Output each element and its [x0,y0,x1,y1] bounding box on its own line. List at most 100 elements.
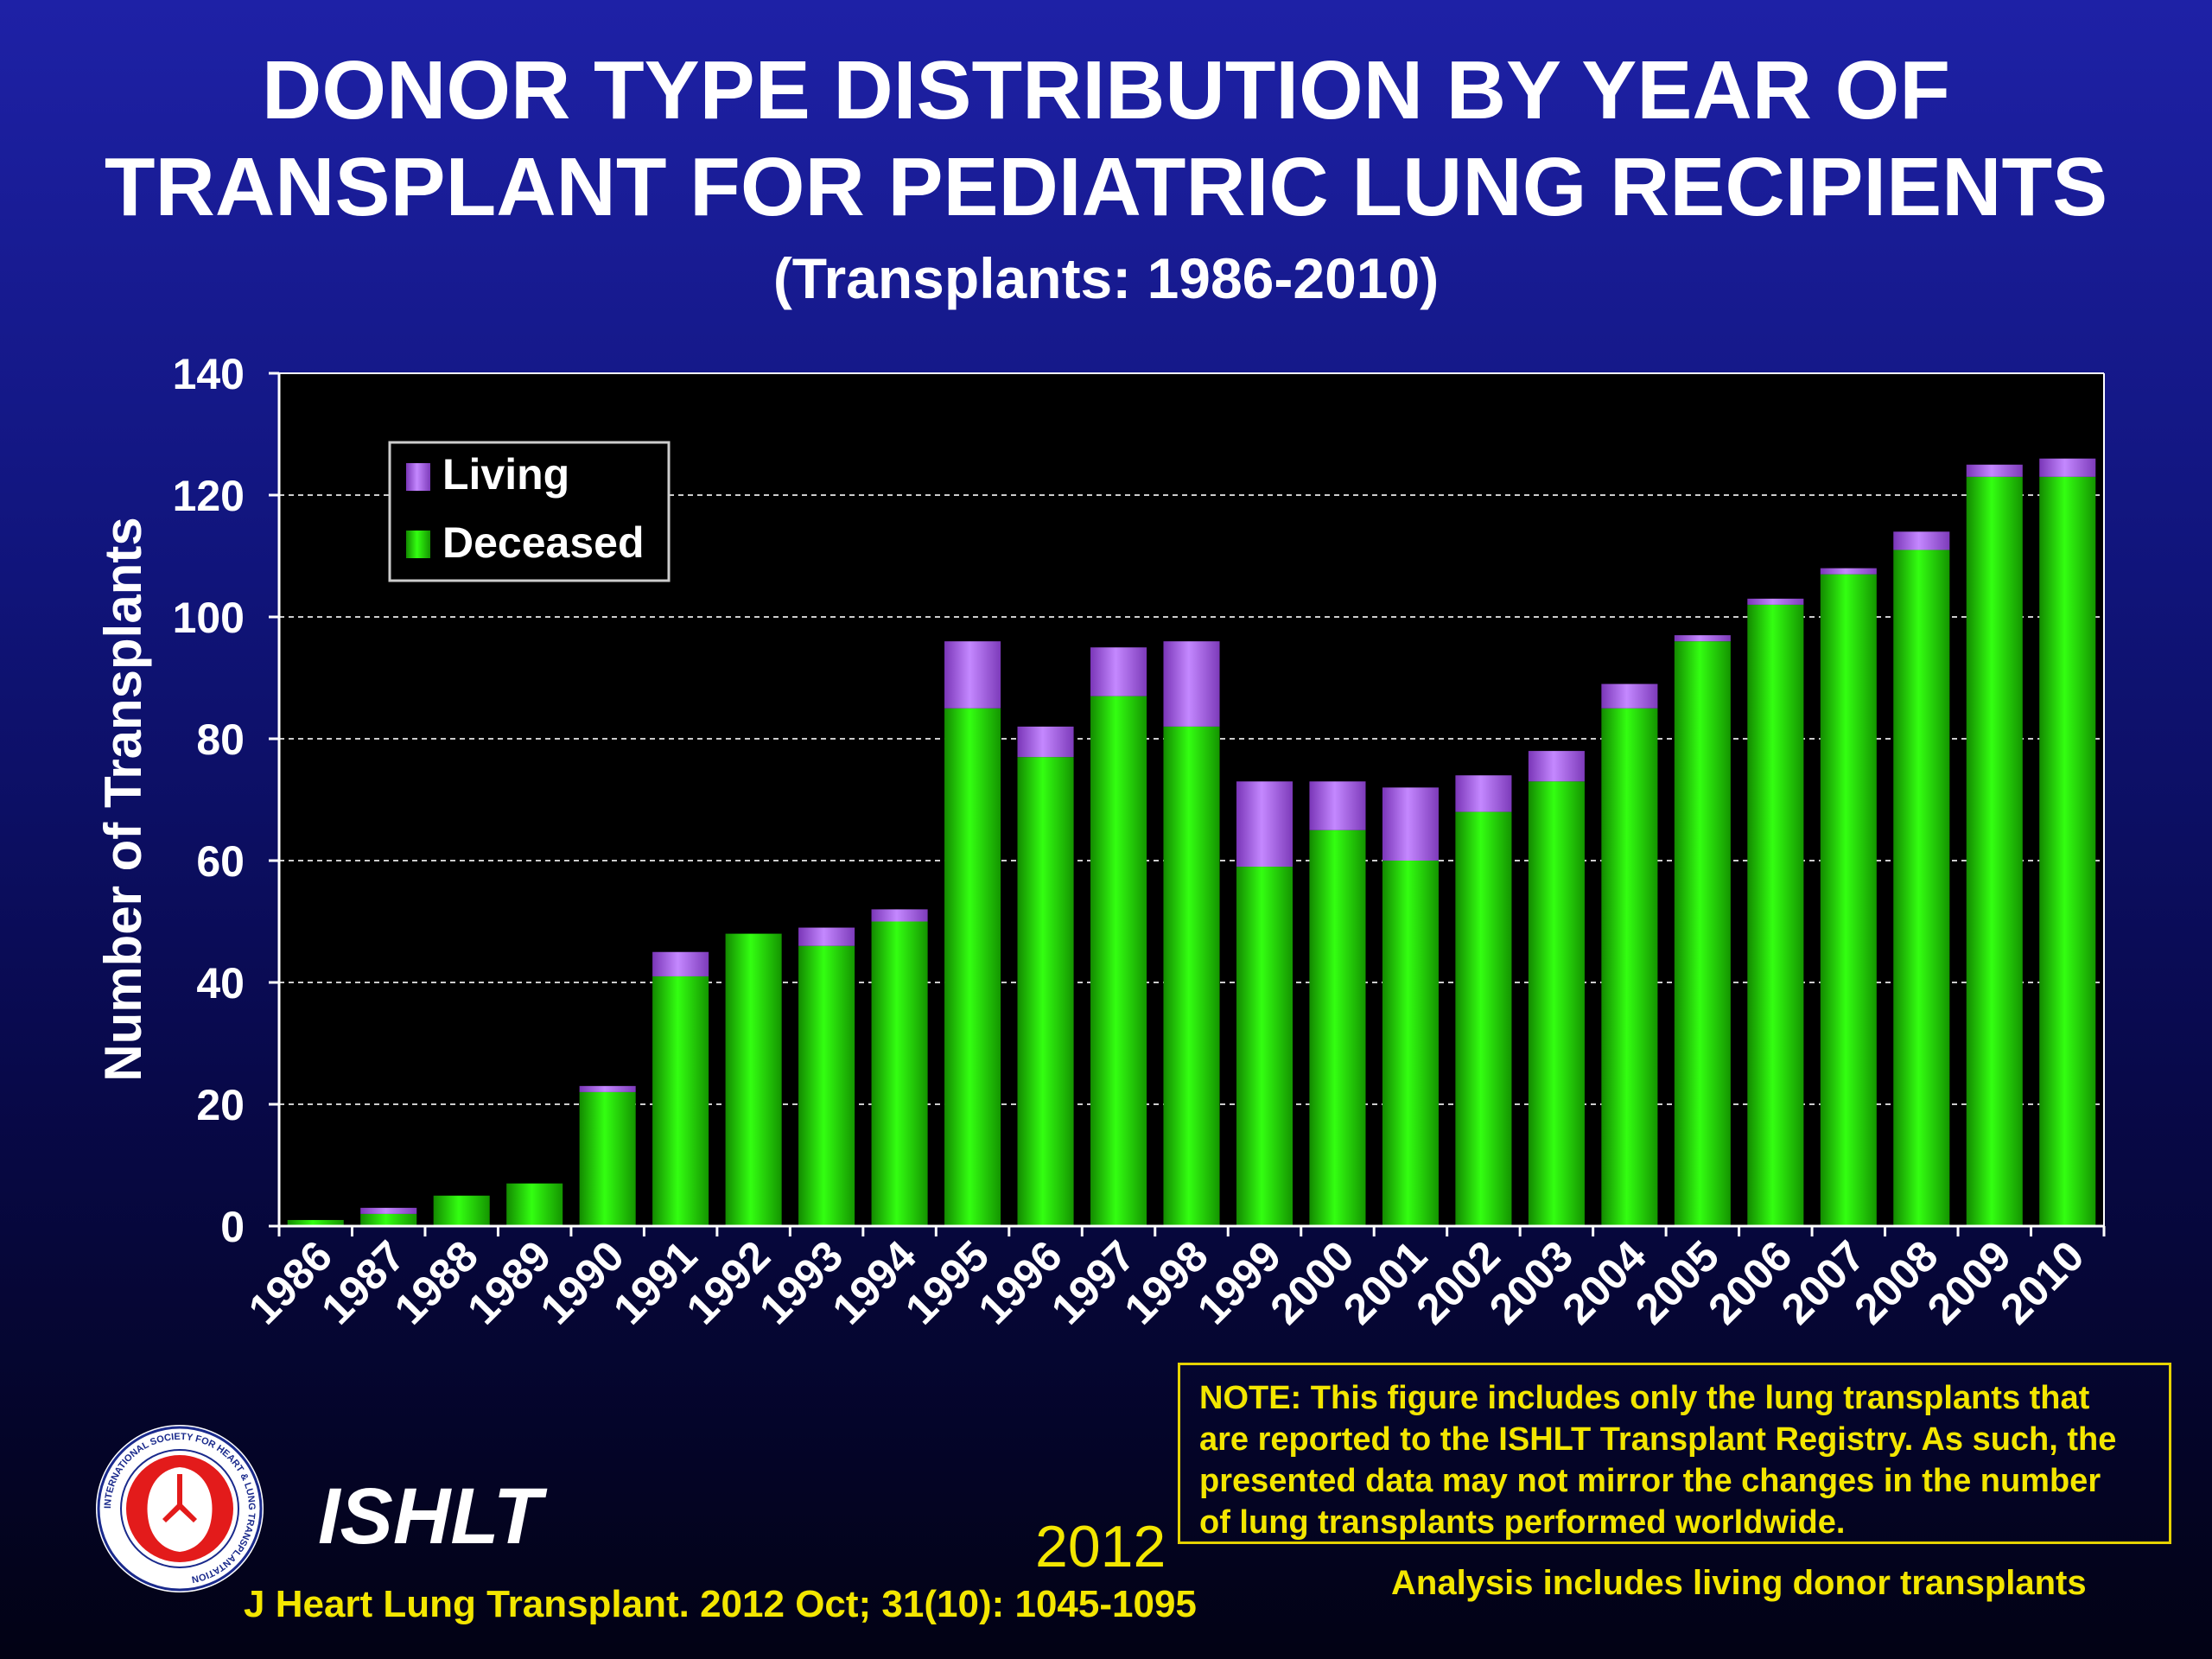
bar-deceased-2002 [1455,811,1512,1226]
x-tick-label: 2010 [1991,1231,2093,1333]
y-tick-label: 140 [173,350,245,398]
bar-deceased-2003 [1528,781,1585,1226]
note-box: NOTE: This figure includes only the lung… [1178,1363,2171,1544]
bar-living-2010 [2039,458,2096,477]
bar-deceased-1992 [725,933,782,1226]
x-tick-label: 1989 [458,1231,560,1333]
citation: J Heart Lung Transplant. 2012 Oct; 31(10… [244,1583,1197,1625]
bar-living-1995 [944,641,1001,709]
year-label: 2012 [1035,1514,1166,1580]
legend-box [388,441,671,582]
bar-deceased-1991 [652,976,709,1226]
bar-deceased-1990 [579,1091,636,1226]
bar-living-1998 [1163,641,1220,727]
bar-deceased-1988 [433,1195,490,1226]
legend-swatch-deceased [406,531,430,558]
y-tick-label: 0 [220,1203,245,1251]
x-tick-label: 2009 [1918,1231,2020,1333]
bar-living-2007 [1820,568,1877,575]
bar-deceased-1989 [506,1183,563,1226]
bar-deceased-1994 [871,921,928,1226]
bar-living-1993 [798,927,855,946]
legend-swatch-living [406,463,430,491]
bar-living-1991 [652,951,709,976]
bar-deceased-2001 [1382,861,1439,1226]
bar-living-1987 [360,1207,417,1214]
bar-living-1999 [1236,781,1294,868]
bar-living-2005 [1674,635,1731,642]
bar-deceased-2007 [1820,574,1877,1226]
x-tick-label: 1999 [1188,1231,1290,1333]
x-tick-label: 1988 [385,1231,487,1333]
bar-living-1994 [871,909,928,922]
note-line: are reported to the ISHLT Transplant Reg… [1199,1421,2117,1458]
bar-deceased-1993 [798,945,855,1226]
bar-deceased-1995 [944,708,1001,1226]
bar-deceased-1987 [360,1213,417,1226]
analysis-note: Analysis includes living donor transplan… [1391,1564,2087,1602]
y-tick-label: 80 [196,715,245,764]
x-tick-label: 2001 [1334,1231,1436,1333]
x-tick-label: 2006 [1699,1231,1801,1333]
y-tick-label: 60 [196,837,245,886]
x-tick-label: 1997 [1042,1231,1144,1333]
bar-deceased-1998 [1163,726,1220,1226]
y-axis-label: Number of Transplants [94,517,152,1081]
x-tick-label: 2008 [1845,1231,1947,1333]
x-tick-label: 2000 [1261,1231,1363,1333]
y-tick-label: 120 [173,472,245,520]
x-tick-label: 1995 [896,1231,998,1333]
x-tick-label: 1987 [312,1231,414,1333]
bar-deceased-2005 [1674,641,1731,1226]
x-tick-label: 2007 [1772,1231,1874,1333]
legend: Living Deceased [388,441,671,582]
x-tick-label: 1993 [750,1231,852,1333]
x-tick-label: 2002 [1407,1231,1509,1333]
x-tick-label: 2003 [1480,1231,1582,1333]
organization-name: ISHLT [318,1472,542,1560]
bar-deceased-2008 [1893,550,1950,1226]
ishlt-logo-icon: INTERNATIONAL SOCIETY FOR HEART & LUNG T… [96,1425,264,1592]
bar-deceased-1996 [1017,757,1074,1226]
bar-living-2009 [1966,464,2023,477]
bar-living-2008 [1893,531,1950,550]
legend-label-deceased: Deceased [442,518,645,567]
bar-living-1996 [1017,726,1074,758]
bar-living-2002 [1455,775,1512,812]
x-tick-label: 1986 [239,1231,341,1333]
x-tick-label: 2005 [1626,1231,1728,1333]
title-line-2: TRANSPLANT FOR PEDIATRIC LUNG RECIPIENTS [104,141,2108,233]
bar-living-1990 [579,1085,636,1092]
note-line: presented data may not mirror the change… [1199,1463,2101,1499]
x-tick-label: 1996 [969,1231,1071,1333]
bar-deceased-2006 [1747,604,1804,1226]
x-tick-label: 1998 [1116,1231,1217,1333]
bar-deceased-2004 [1601,708,1658,1226]
x-tick-label: 1991 [604,1231,706,1333]
bar-deceased-2009 [1966,476,2023,1226]
subtitle: (Transplants: 1986-2010) [772,246,1440,310]
bar-living-2001 [1382,787,1439,861]
x-tick-label: 1994 [823,1231,925,1333]
bar-living-2006 [1747,598,1804,605]
x-tick-label: 1990 [531,1231,633,1333]
legend-label-living: Living [442,450,569,499]
x-tick-label: 2004 [1553,1231,1655,1333]
title-line-1: DONOR TYPE DISTRIBUTION BY YEAR OF [262,44,1950,137]
y-tick-label: 40 [196,959,245,1007]
y-tick-label: 20 [196,1081,245,1129]
bar-living-2004 [1601,683,1658,709]
bar-deceased-2000 [1309,830,1366,1226]
bar-living-2000 [1309,781,1366,830]
note-line: of lung transplants performed worldwide. [1199,1504,1846,1541]
x-tick-label: 1992 [677,1231,779,1333]
bar-living-2003 [1528,751,1585,782]
bar-deceased-1986 [287,1219,344,1226]
bar-living-1997 [1090,647,1147,696]
y-tick-label: 100 [173,594,245,642]
note-line: NOTE: This figure includes only the lung… [1199,1380,2090,1416]
bar-deceased-2010 [2039,476,2096,1226]
bar-deceased-1999 [1236,867,1294,1226]
bar-deceased-1997 [1090,696,1147,1226]
